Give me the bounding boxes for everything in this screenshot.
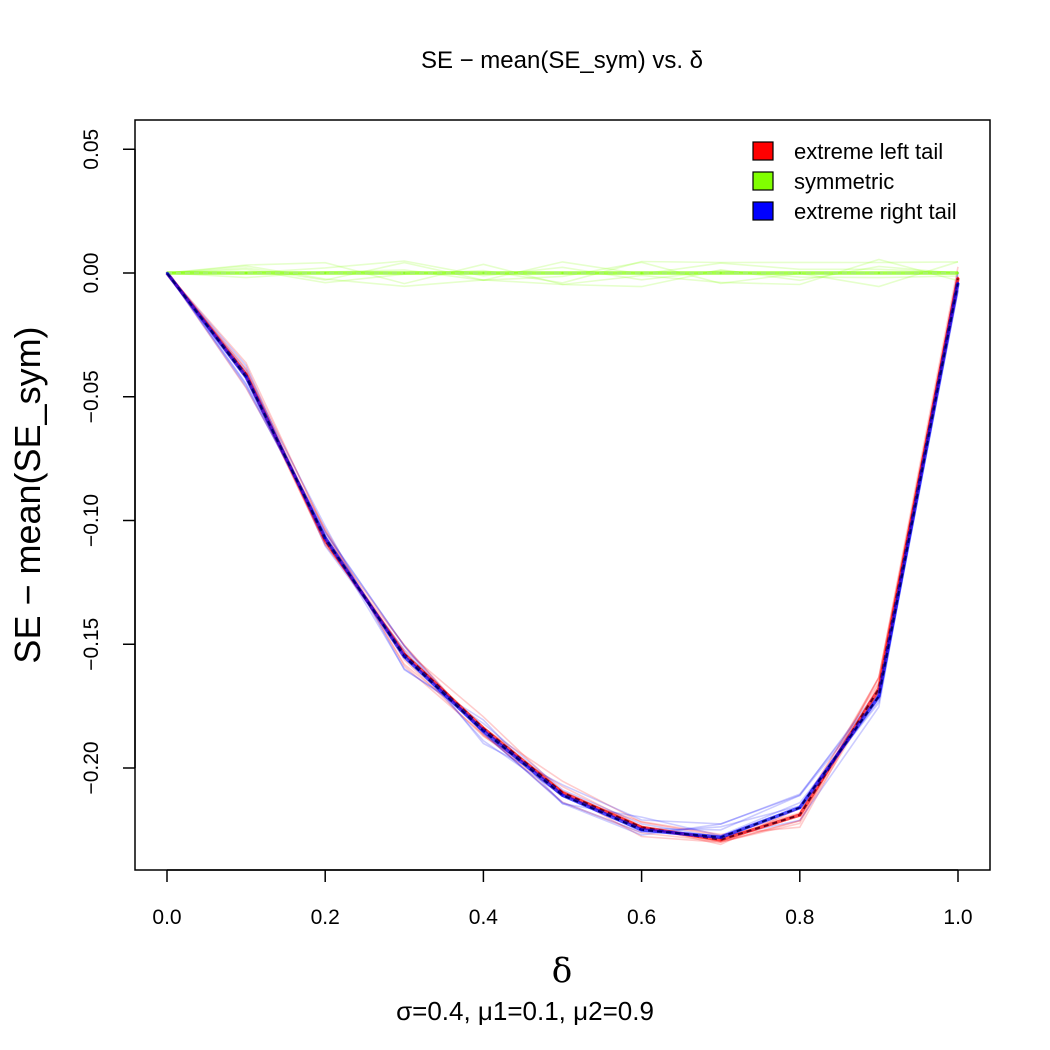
x-axis-label: δ — [552, 951, 572, 991]
data-point — [640, 828, 643, 832]
x-tick-label: 0.2 — [311, 906, 340, 929]
data-point — [798, 806, 801, 809]
data-point — [956, 276, 960, 280]
x-tick-label: 0.8 — [785, 906, 814, 929]
y-tick-label: −0.15 — [80, 618, 103, 671]
y-tick-label: 0.00 — [80, 253, 103, 294]
legend-swatch — [752, 171, 774, 191]
data-point — [719, 836, 722, 839]
data-point — [719, 271, 722, 275]
chart-subtitle: σ=0.4, μ1=0.1, μ2=0.9 — [396, 996, 654, 1026]
y-tick-label: −0.10 — [80, 494, 103, 547]
replicate-line — [166, 260, 959, 284]
data-point — [324, 536, 327, 540]
chart-title: SE − mean(SE_sym) vs. δ — [421, 47, 703, 74]
replicate-line — [166, 272, 959, 846]
data-point — [877, 271, 881, 275]
y-tick-label: −0.05 — [80, 370, 103, 423]
data-point — [244, 375, 248, 379]
data-point — [482, 729, 485, 733]
data-point — [956, 281, 960, 285]
replicate-line — [166, 258, 959, 286]
data-point — [244, 271, 248, 275]
legend-label: extreme left tail — [794, 139, 943, 164]
legend-label: symmetric — [794, 169, 894, 194]
replicate-line — [166, 272, 959, 831]
data-point — [719, 838, 722, 841]
y-tick-label: 0.05 — [80, 129, 103, 170]
data-point — [482, 271, 485, 275]
legend-swatch — [752, 141, 774, 161]
replicate-line — [166, 261, 959, 288]
replicate-lines — [166, 258, 959, 846]
data-point — [165, 271, 169, 275]
y-axis: −0.20 −0.15 −0.10 −0.05 0.00 0.05 — [80, 129, 136, 795]
data-point — [640, 271, 643, 275]
plot-frame — [134, 119, 991, 871]
legend-label: extreme right tail — [794, 199, 957, 224]
data-point — [798, 271, 801, 275]
data-point — [877, 695, 881, 698]
series-mean-dashed — [166, 272, 959, 839]
legend: extreme left tail symmetric extreme right … — [752, 139, 957, 224]
data-point — [798, 813, 801, 817]
x-tick-label: 1.0 — [943, 906, 972, 929]
data-point — [956, 271, 960, 275]
y-axis-label: SE − mean(SE_sym) — [7, 326, 48, 663]
data-point — [403, 271, 406, 275]
x-tick-label: 0.6 — [627, 906, 656, 929]
replicate-line — [166, 272, 959, 825]
replicate-line — [166, 260, 959, 281]
y-tick-label: −0.20 — [80, 741, 103, 794]
replicate-line — [166, 272, 959, 844]
data-point — [403, 655, 406, 658]
data-point — [561, 271, 564, 275]
data-point — [324, 271, 327, 275]
series-mean-lines — [165, 271, 960, 842]
data-point — [561, 794, 564, 797]
x-tick-label: 0.4 — [469, 906, 499, 929]
legend-swatch — [752, 201, 774, 221]
x-tick-label: 0.0 — [152, 906, 181, 929]
x-axis: 0.0 0.2 0.4 0.6 0.8 1.0 — [152, 869, 973, 929]
